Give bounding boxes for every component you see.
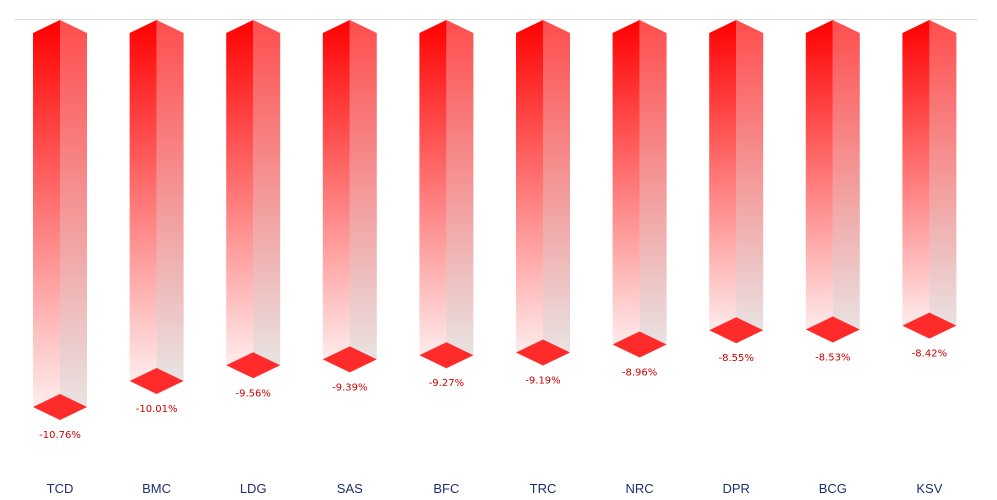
- bar-tcd: [33, 20, 87, 421]
- data-label-dpr: -8.55%: [719, 353, 754, 364]
- bar-side-face: [349, 20, 377, 373]
- bar-cap: [612, 331, 667, 358]
- category-label-ksv: KSV: [916, 481, 942, 496]
- bar-side-face: [446, 20, 474, 369]
- bar-trc: [516, 20, 570, 366]
- data-label-nrc: -8.96%: [622, 367, 657, 378]
- bar-front-face: [322, 20, 350, 373]
- data-label-tcd: -10.76%: [39, 430, 81, 441]
- category-label-sas: SAS: [337, 481, 363, 496]
- category-label-bcg: BCG: [819, 481, 847, 496]
- bar-nrc: [612, 20, 667, 358]
- bars-group: [33, 20, 957, 421]
- category-label-nrc: NRC: [626, 481, 654, 496]
- bar-cap: [516, 339, 570, 366]
- bar-sas: [322, 20, 377, 373]
- bar-front-face: [902, 20, 930, 339]
- bar-front-face: [612, 20, 640, 358]
- bar-front-face: [129, 20, 157, 394]
- data-label-sas: -9.39%: [332, 382, 367, 393]
- bar-side-face: [543, 20, 570, 366]
- category-label-trc: TRC: [530, 481, 557, 496]
- bar-side-face: [736, 20, 764, 344]
- bar-side-face: [639, 20, 667, 358]
- bar-dpr: [709, 20, 764, 344]
- bar-front-face: [419, 20, 447, 369]
- bar-front-face: [33, 20, 60, 421]
- data-label-trc: -9.19%: [525, 375, 560, 386]
- category-label-dpr: DPR: [722, 481, 749, 496]
- bar-side-face: [929, 20, 957, 339]
- bar-front-face: [516, 20, 543, 366]
- bar-ksv: [902, 20, 957, 339]
- data-label-bcg: -8.53%: [815, 353, 850, 364]
- category-labels-group: TCD BMC LDG SAS BFC TRC NRC DPR BCG KSV: [47, 481, 943, 496]
- bar-cap: [226, 352, 281, 379]
- bar-cap: [322, 346, 377, 373]
- data-label-bmc: -10.01%: [136, 404, 178, 415]
- bar-bfc: [419, 20, 474, 369]
- bar-cap: [33, 394, 87, 421]
- category-label-tcd: TCD: [47, 481, 74, 496]
- bar-ldg: [226, 20, 281, 379]
- bar-side-face: [832, 20, 860, 343]
- bar-bmc: [129, 20, 184, 394]
- data-label-ksv: -8.42%: [912, 349, 947, 360]
- category-label-bfc: BFC: [433, 481, 459, 496]
- bar-front-face: [805, 20, 833, 343]
- bar-cap: [129, 367, 184, 394]
- category-label-bmc: BMC: [142, 481, 171, 496]
- bar-side-face: [156, 20, 184, 394]
- data-label-bfc: -9.27%: [429, 378, 464, 389]
- bar-cap: [902, 312, 957, 339]
- bar-bcg: [805, 20, 860, 343]
- category-label-ldg: LDG: [240, 481, 267, 496]
- bar-side-face: [253, 20, 281, 379]
- data-label-ldg: -9.56%: [236, 388, 271, 399]
- bar-side-face: [60, 20, 87, 421]
- bar-cap: [709, 317, 764, 344]
- data-labels-group: -10.76% -10.01% -9.56% -9.39% -9.27% -9.19% -8…: [39, 349, 947, 441]
- bar-front-face: [226, 20, 254, 379]
- bar-cap: [805, 316, 860, 343]
- bar-front-face: [709, 20, 737, 344]
- bar-cap: [419, 342, 474, 369]
